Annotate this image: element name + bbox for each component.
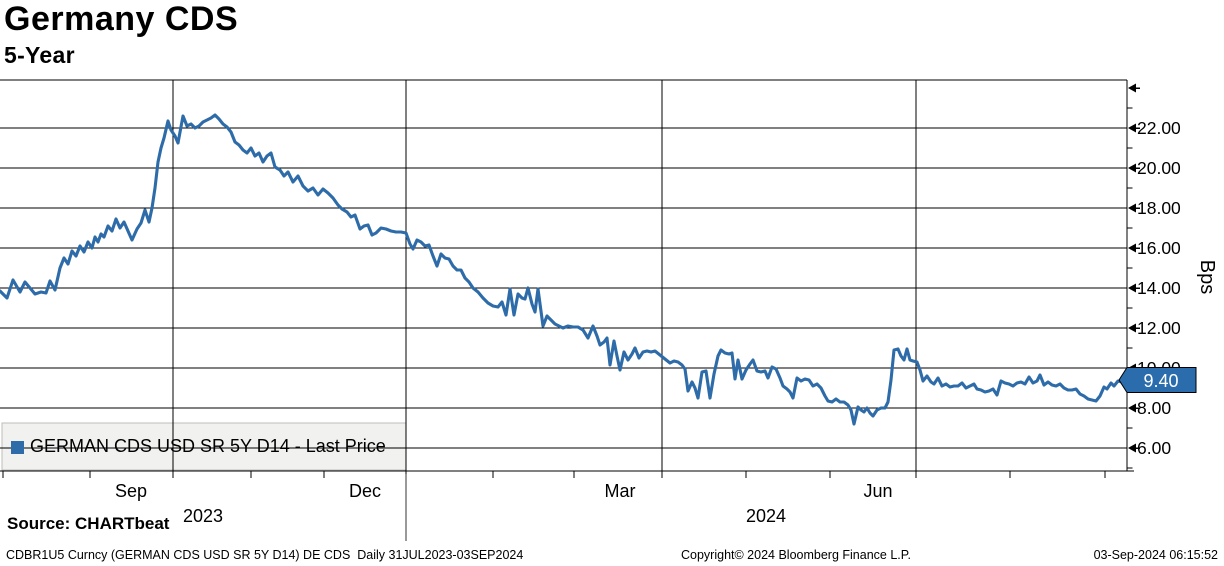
source-caption: Source: CHARTbeat (7, 514, 170, 533)
x-year-label: 2024 (746, 506, 786, 526)
footer-ticker-info: CDBR1U5 Curncy (GERMAN CDS USD SR 5Y D14… (6, 548, 524, 562)
y-tick-label: 14.00 (1137, 278, 1181, 298)
y-tick-label: 8.00 (1137, 398, 1171, 418)
legend-box (1, 422, 407, 471)
legend-series-label: GERMAN CDS USD SR 5Y D14 - Last Price (30, 436, 386, 456)
legend-series-marker-icon (11, 441, 24, 454)
axes (0, 80, 1134, 472)
y-tick-label: 18.00 (1137, 198, 1181, 218)
y-axis-unit-label: Bps (1196, 260, 1218, 294)
footer-copyright: Copyright© 2024 Bloomberg Finance L.P. (681, 548, 911, 562)
price-line (0, 113, 1127, 426)
y-tick-label: 22.00 (1137, 118, 1181, 138)
gridlines (0, 79, 1127, 471)
page-subtitle: 5-Year (4, 42, 75, 68)
y-tick-label: 20.00 (1137, 158, 1181, 178)
y-axis: 22.0020.0018.0016.0014.0012.0010.008.006… (1127, 83, 1181, 469)
y-tick-label: 6.00 (1137, 438, 1171, 458)
x-month-label: Jun (863, 481, 892, 501)
x-month-label: Mar (605, 481, 636, 501)
last-price-badge (1118, 367, 1197, 393)
x-month-label: Sep (115, 481, 147, 501)
y-tick-label: 12.00 (1137, 318, 1181, 338)
x-axis: Sep Dec Mar Jun 2023 2024 (2, 471, 1106, 541)
y-tick-label: 16.00 (1137, 238, 1181, 258)
x-month-label: Dec (349, 481, 381, 501)
last-price-value: 9.40 (1143, 371, 1178, 391)
footer-timestamp: 03-Sep-2024 06:15:52 (1093, 548, 1218, 562)
x-year-label: 2023 (183, 506, 223, 526)
page-title: Germany CDS (4, 0, 239, 38)
